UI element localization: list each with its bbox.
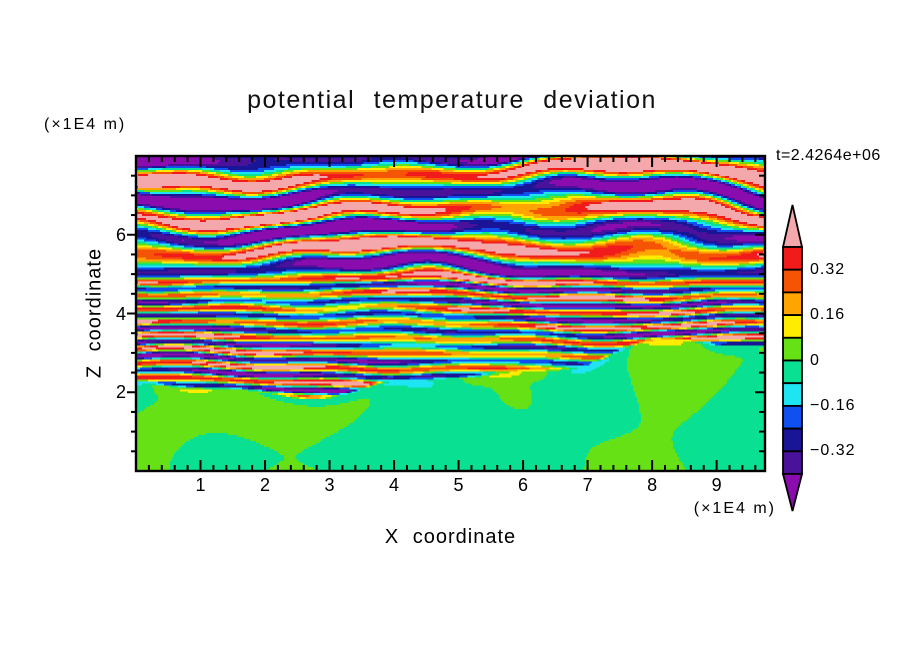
colorbar-tick-label: 0.32 <box>810 260 846 278</box>
z-axis-units-label: (×1E4 m) <box>44 116 127 133</box>
x-tick-label: 4 <box>389 475 400 495</box>
x-axis-title: X coordinate <box>384 526 517 548</box>
z-tick-label: 4 <box>115 303 126 324</box>
colorbar-segment <box>782 246 803 271</box>
colorbar-tick-label: −0.32 <box>810 442 856 460</box>
chart-title: potential temperature deviation <box>247 86 657 114</box>
colorbar-segment <box>782 404 803 430</box>
x-tick-label: 5 <box>453 475 464 495</box>
colorbar-under-arrow <box>781 473 804 512</box>
x-tick-label: 8 <box>647 475 658 495</box>
z-tick-label: 2 <box>115 382 126 403</box>
colorbar-tick-label: 0 <box>810 351 820 369</box>
x-tick-label: 1 <box>195 475 206 495</box>
colorbar-segment <box>782 291 803 316</box>
x-axis-units-label: (×1E4 m) <box>693 500 776 517</box>
colorbar-segment <box>782 450 803 475</box>
z-tick-label: 6 <box>115 224 126 245</box>
colorbar-segment <box>782 382 803 407</box>
z-axis-title-text: Z coordinate <box>83 247 106 379</box>
colorbar-tick-label: 0.16 <box>810 306 846 324</box>
colorbar-segment <box>782 336 803 362</box>
x-tick-label: 6 <box>518 475 529 495</box>
temperature-field-heatmap <box>136 156 765 471</box>
x-tick-label: 3 <box>324 475 335 495</box>
time-annotation: t=2.4264e+06 <box>776 147 881 164</box>
x-tick-label: 2 <box>260 475 271 495</box>
colorbar-tick-label: −0.16 <box>810 396 856 414</box>
x-tick-label: 9 <box>711 475 722 495</box>
colorbar-segment <box>782 427 803 453</box>
colorbar-segment <box>782 268 803 294</box>
x-tick-label: 7 <box>582 475 593 495</box>
colorbar-over-arrow <box>781 204 804 248</box>
colorbar-segment <box>782 314 803 339</box>
colorbar-segment <box>782 359 803 385</box>
